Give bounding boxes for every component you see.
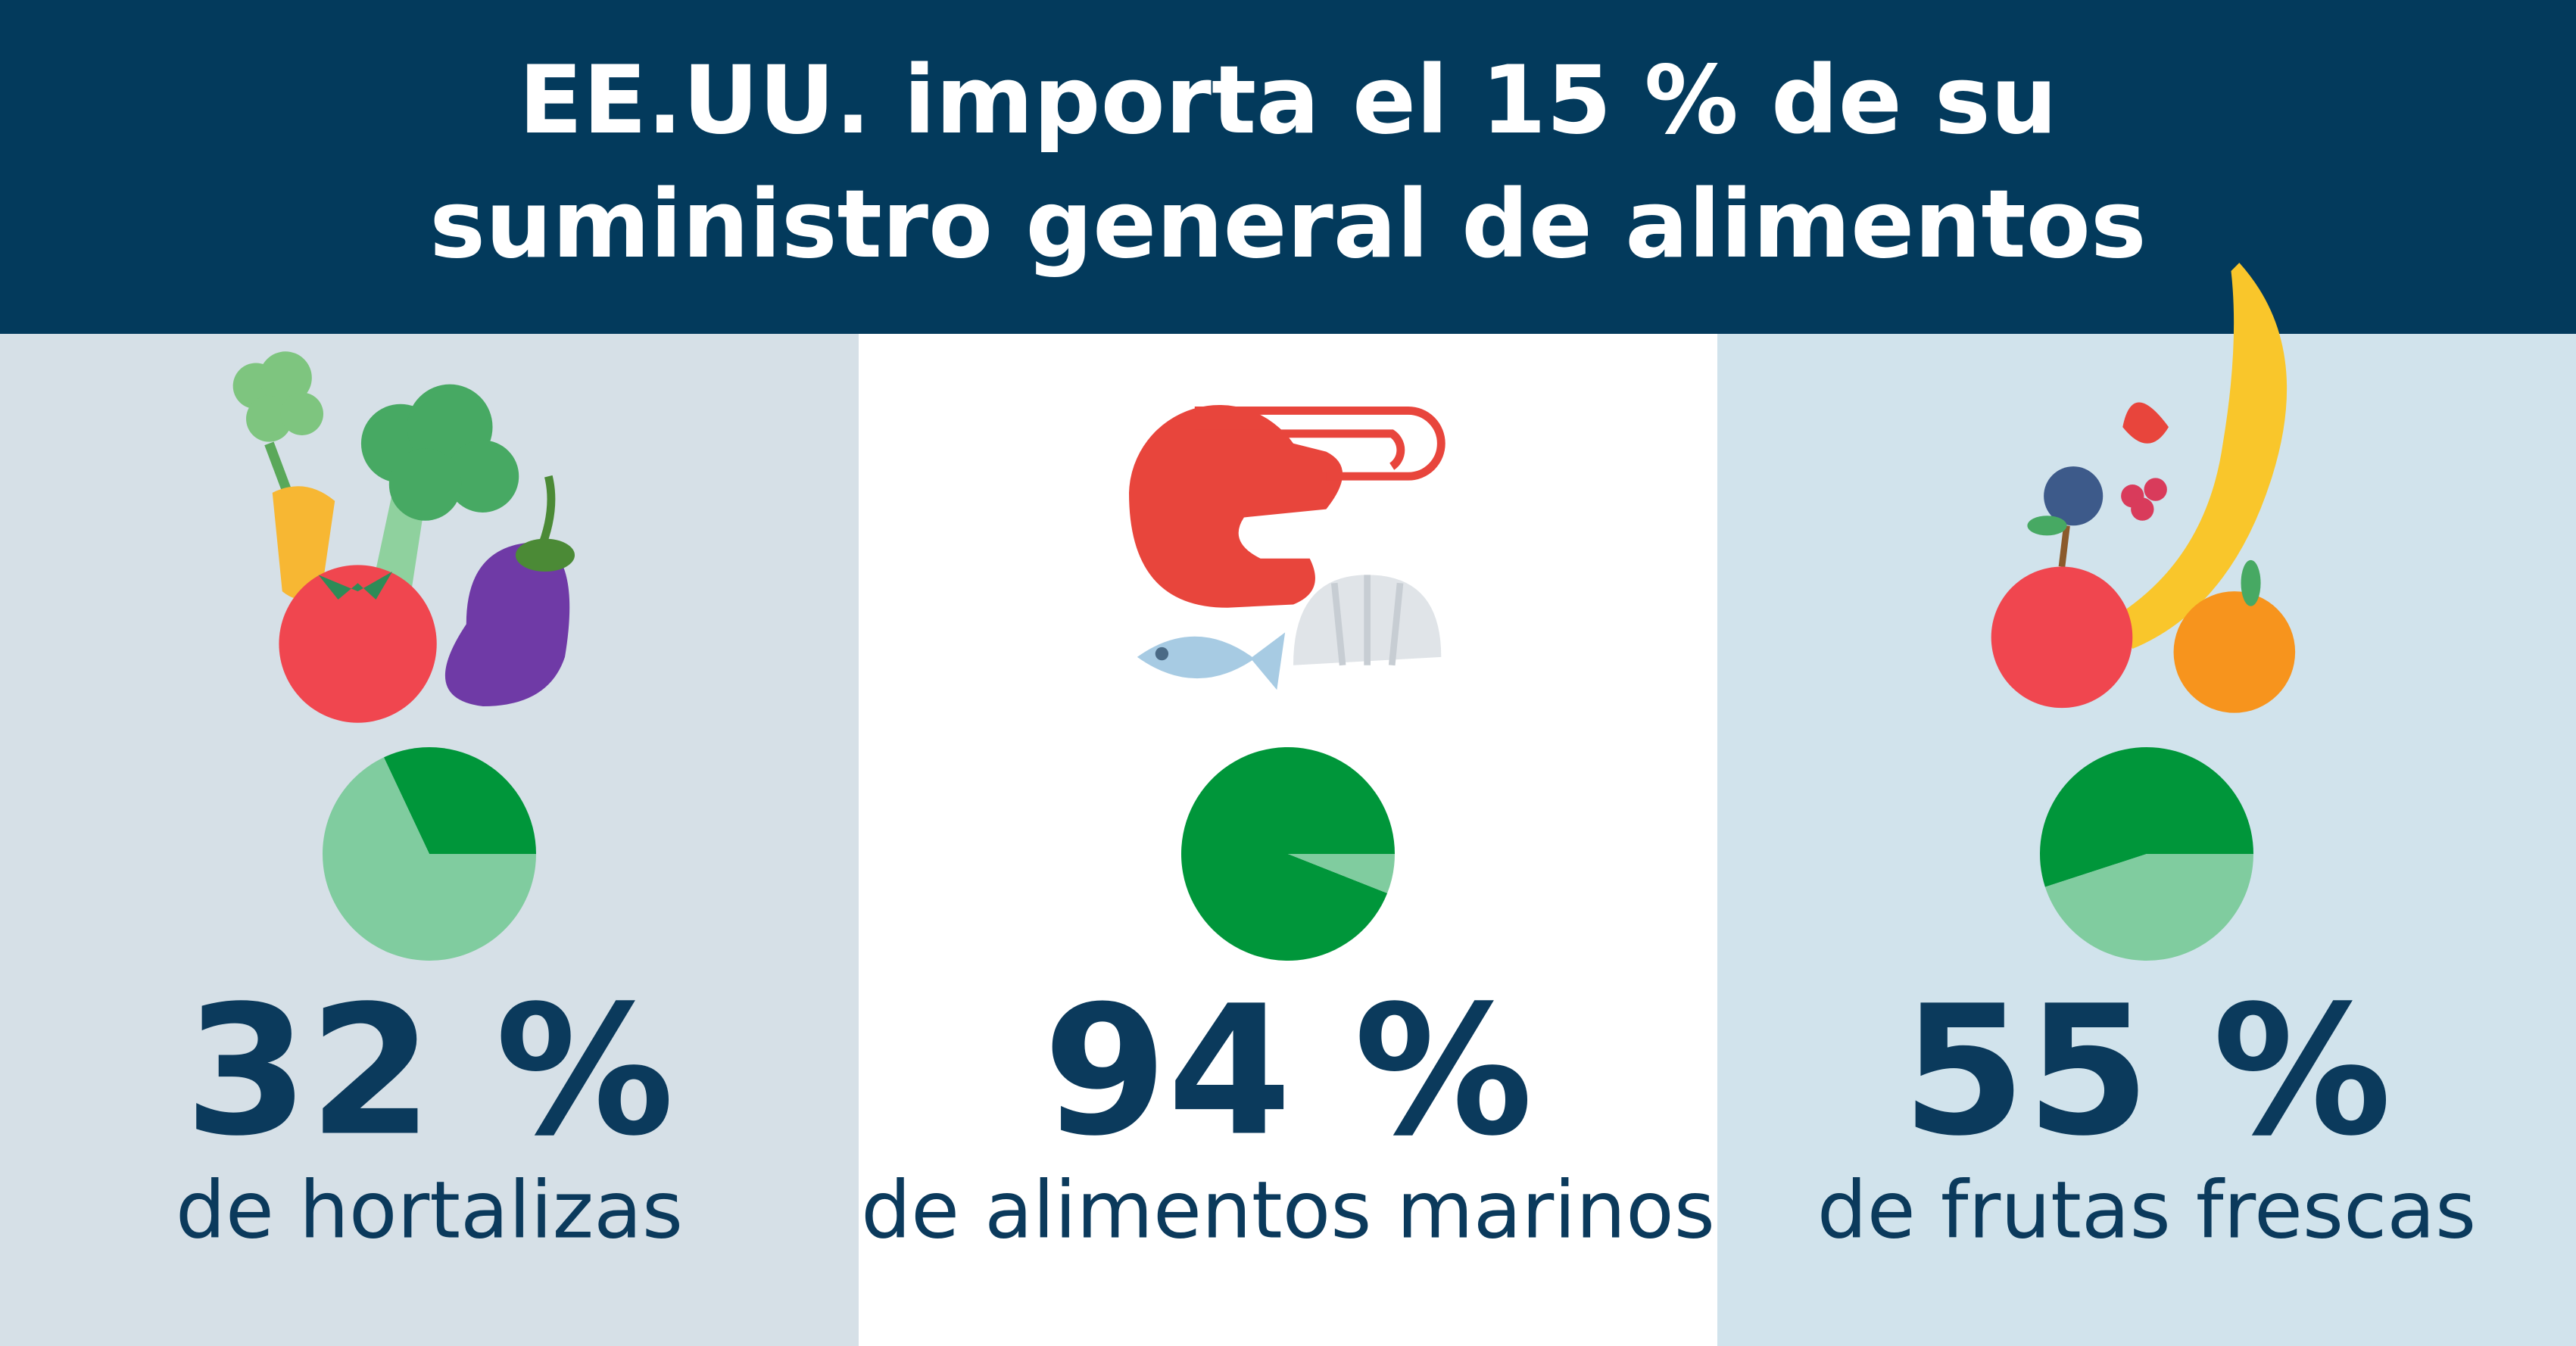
pie-slice [2044, 854, 2253, 961]
fruits-icon [1991, 263, 2296, 713]
vegetables-icon [232, 351, 575, 723]
header [0, 0, 2576, 334]
pie-slice [2040, 746, 2253, 887]
title-line: suministro general de alimentos [429, 170, 2146, 279]
percent-label: 32 % [184, 967, 674, 1175]
pie-slice [383, 746, 536, 854]
percent-label: 55 % [1901, 967, 2391, 1175]
title-line: EE.UU. importa el 15 % de su [519, 46, 2057, 155]
percent-label: 94 % [1043, 967, 1533, 1175]
caption: de alimentos marinos [861, 1164, 1715, 1256]
pie-slice [1181, 746, 1395, 961]
caption: de hortalizas [176, 1164, 683, 1256]
pie-slice [1288, 854, 1395, 893]
caption: de frutas frescas [1817, 1164, 2476, 1256]
pie-slice [322, 757, 536, 961]
seafood-icon [1129, 405, 1445, 690]
